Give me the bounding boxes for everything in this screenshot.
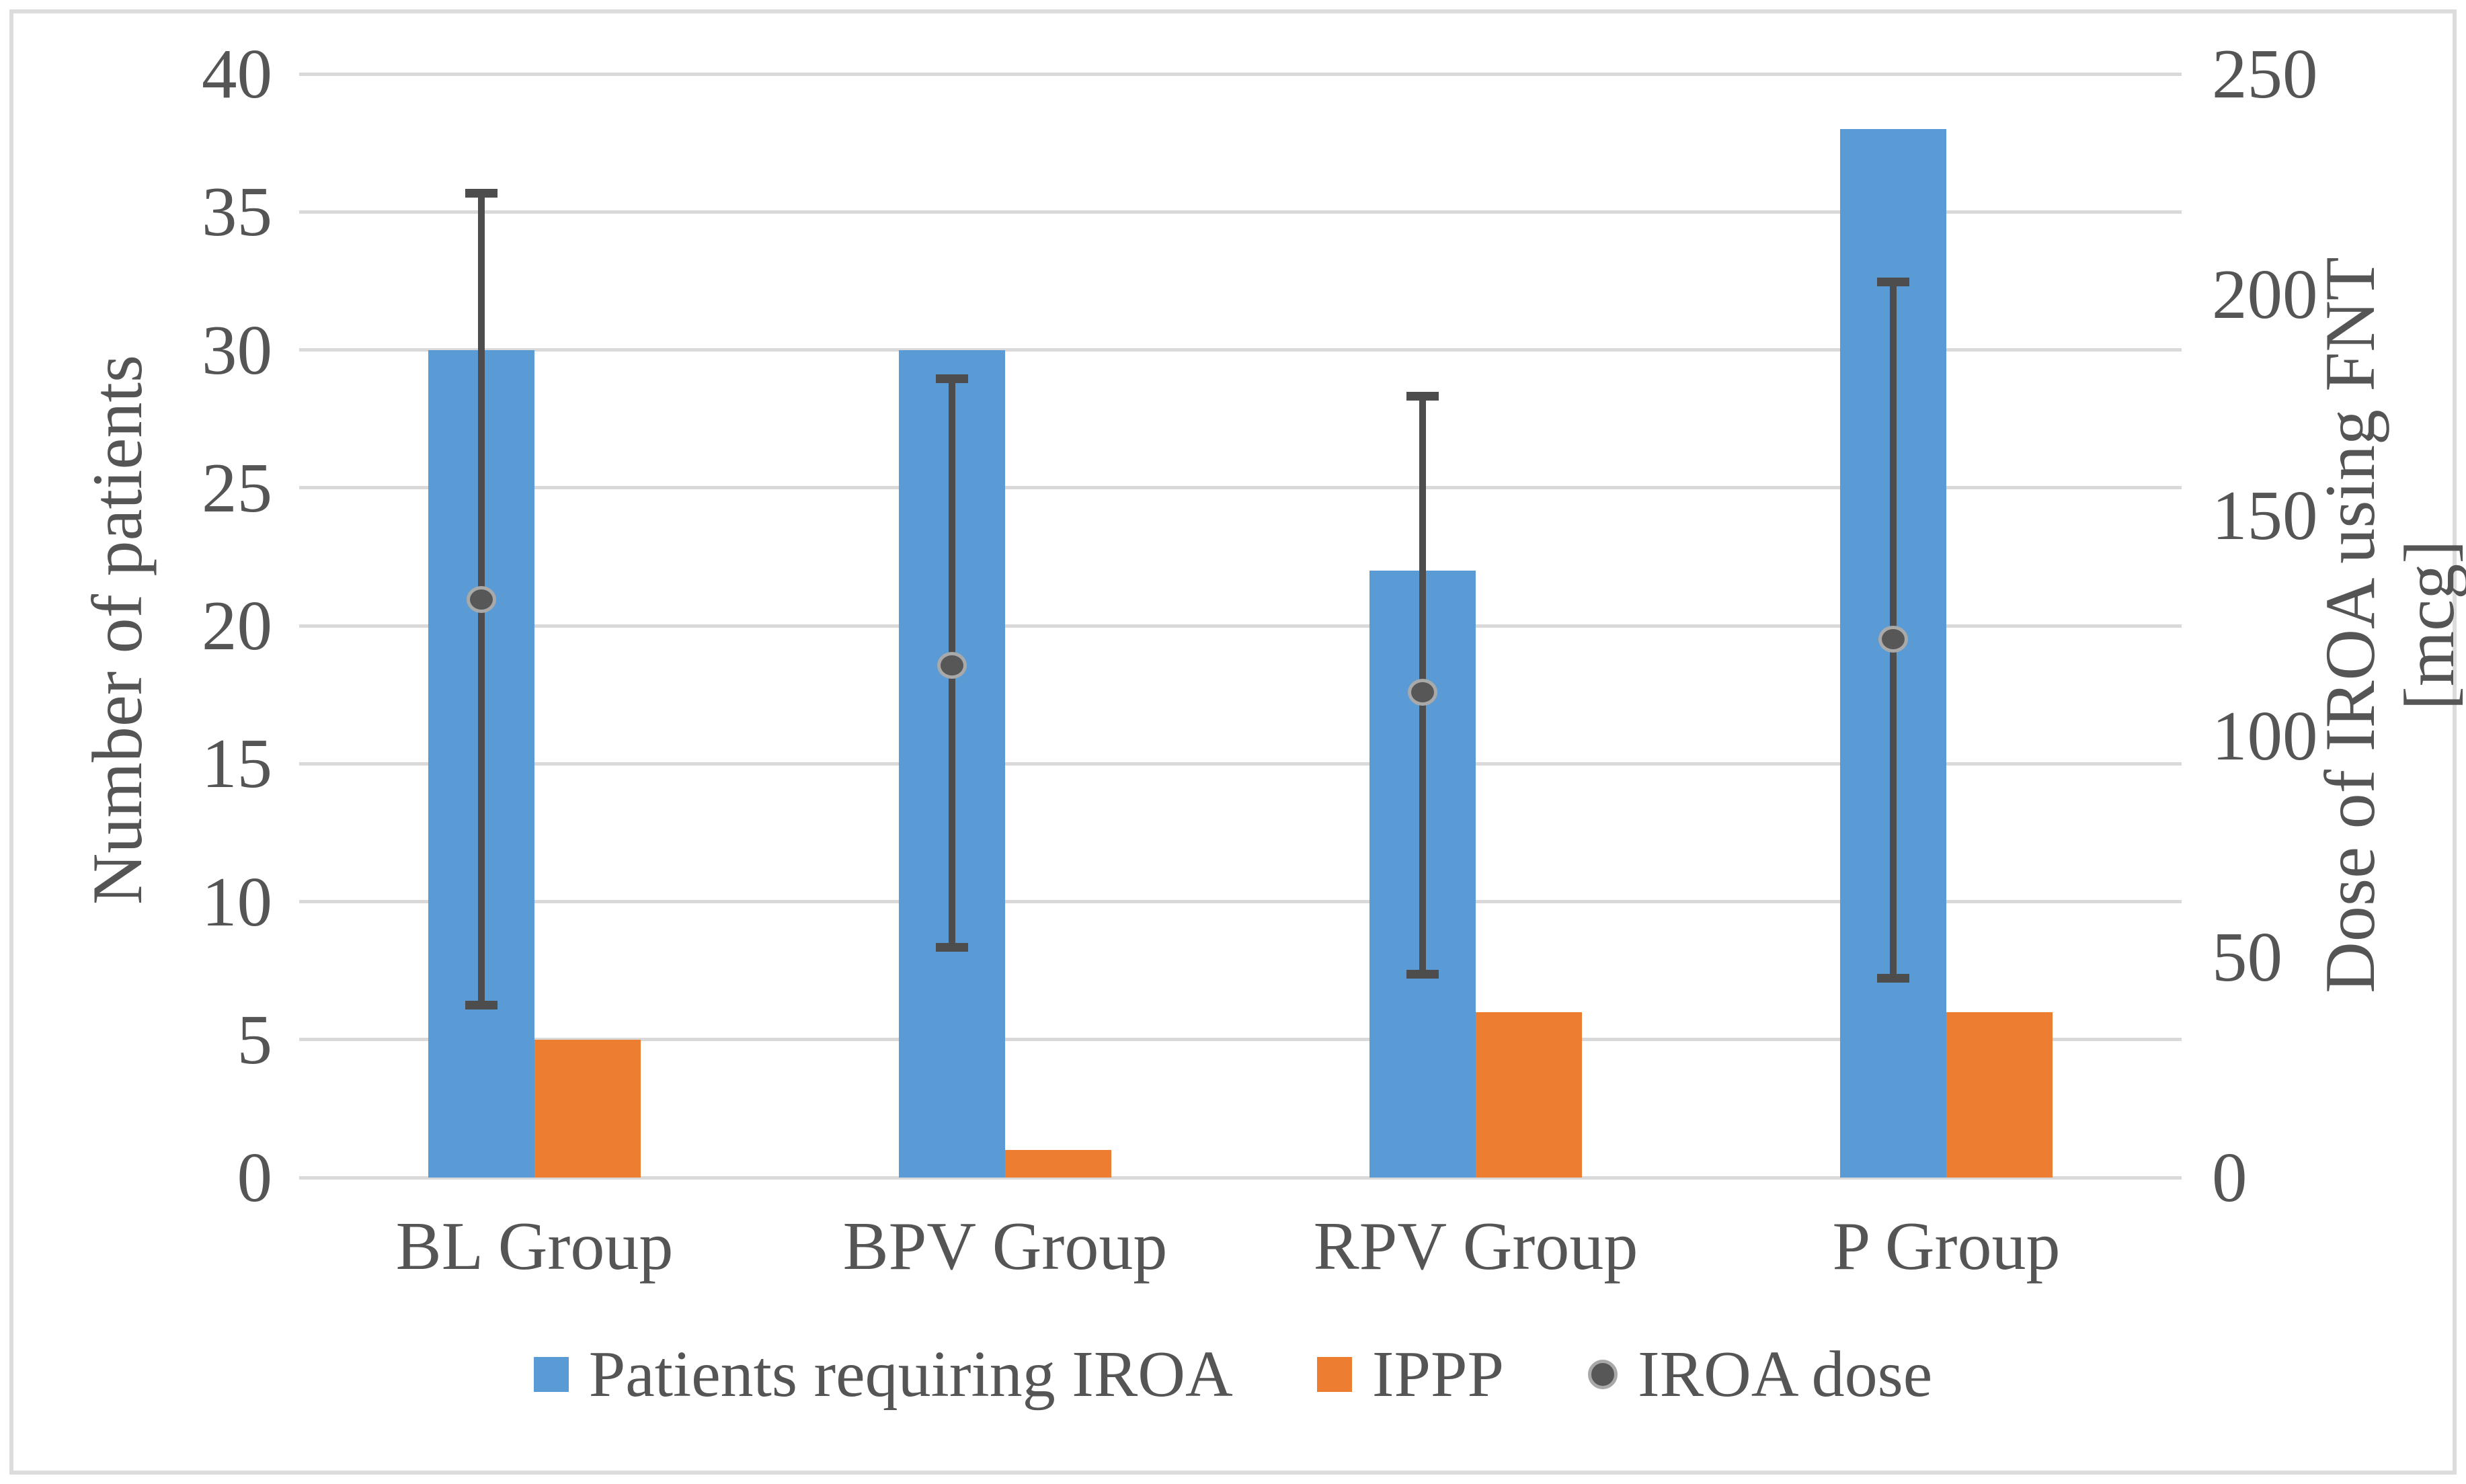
x-label-rpv-group: RPV Group: [1313, 1208, 1638, 1284]
gridline: [299, 486, 2182, 490]
right-tick-50: 50: [2212, 917, 2282, 996]
left-tick-10: 10: [202, 862, 272, 941]
x-label-bl-group: BL Group: [395, 1208, 674, 1284]
left-tick-35: 35: [202, 172, 272, 251]
left-axis-title: Number of patients: [78, 159, 157, 1100]
iroa-dose-point-3: [1878, 625, 1908, 653]
gridline: [299, 72, 2182, 76]
legend-marker-gray-dot-icon: [1587, 1360, 1618, 1389]
left-tick-15: 15: [202, 724, 272, 803]
iroa-dose-point-0: [467, 585, 496, 613]
error-bar-cap-bottom-0: [465, 1000, 498, 1009]
error-bar-cap-bottom-2: [1406, 969, 1439, 979]
left-tick-0: 0: [237, 1138, 273, 1217]
bar-ippp-0: [534, 1039, 641, 1178]
left-tick-40: 40: [202, 34, 272, 113]
error-bar-cap-bottom-1: [936, 943, 968, 952]
legend-marker-blue-square-icon: [533, 1357, 569, 1392]
error-bar-cap-top-0: [465, 189, 498, 198]
right-tick-0: 0: [2212, 1138, 2248, 1217]
right-axis-title: Dose of IROA using FNT [mcg]: [2311, 87, 2466, 1163]
error-bar-cap-top-2: [1406, 392, 1439, 401]
legend-item-patients-requiring-iroa: Patients requiring IROA: [533, 1338, 1233, 1411]
left-tick-25: 25: [202, 448, 272, 527]
iroa-dose-point-1: [937, 652, 967, 679]
right-tick-100: 100: [2212, 696, 2318, 776]
iroa-dose-point-2: [1408, 678, 1437, 706]
legend-item-ippp: IPPP: [1316, 1338, 1504, 1411]
left-axis-title-text: Number of patients: [78, 354, 157, 905]
legend-label-ippp: IPPP: [1371, 1338, 1504, 1411]
legend-label-patients-requiring-iroa: Patients requiring IROA: [588, 1338, 1233, 1411]
bar-ippp-1: [1005, 1149, 1111, 1178]
bar-ippp-3: [1946, 1012, 2053, 1178]
right-tick-250: 250: [2212, 34, 2318, 113]
left-tick-30: 30: [202, 310, 272, 389]
x-label-p-group: P Group: [1832, 1208, 2061, 1284]
error-bar-cap-bottom-3: [1877, 974, 1909, 983]
error-bar-cap-top-3: [1877, 277, 1909, 286]
right-axis-title-line2: [mcg]: [2390, 540, 2466, 710]
right-tick-150: 150: [2212, 475, 2318, 554]
gridline: [299, 210, 2182, 214]
bar-ippp-2: [1476, 1012, 1582, 1178]
left-tick-5: 5: [237, 999, 273, 1079]
gridline: [299, 900, 2182, 903]
gridline: [299, 1038, 2182, 1042]
left-tick-20: 20: [202, 586, 272, 665]
error-bar-cap-top-1: [936, 374, 968, 384]
right-tick-200: 200: [2212, 255, 2318, 334]
gridline: [299, 624, 2182, 628]
legend-item-iroa-dose: IROA dose: [1587, 1338, 1933, 1411]
gridline: [299, 348, 2182, 352]
legend-marker-orange-square-icon: [1316, 1357, 1352, 1392]
gridline: [299, 1176, 2182, 1180]
x-label-bpv-group: BPV Group: [842, 1208, 1168, 1284]
legend-label-iroa-dose: IROA dose: [1637, 1338, 1933, 1411]
gridline: [299, 761, 2182, 766]
right-axis-title-line1: Dose of IROA using FNT: [2311, 257, 2389, 993]
legend: Patients requiring IROA IPPP IROA dose: [0, 1339, 2466, 1410]
